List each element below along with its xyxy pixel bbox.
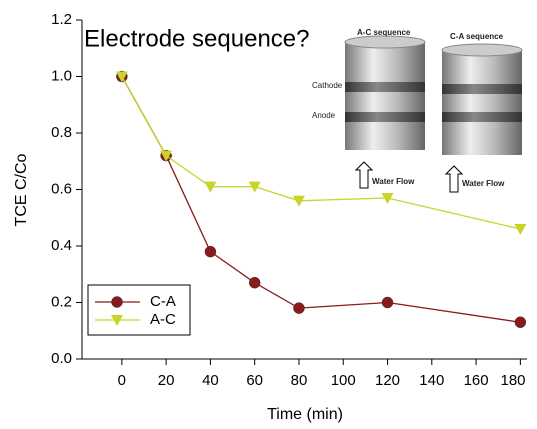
legend-marker: [111, 296, 123, 308]
marker: [115, 71, 128, 83]
x-tick-label: 120: [375, 372, 400, 389]
inset-label: Anode: [312, 111, 336, 120]
cylinder: [441, 43, 523, 193]
x-tick-label: 0: [118, 372, 126, 389]
y-axis-label: TCE C/Co: [13, 153, 30, 226]
x-tick-label: 60: [246, 372, 263, 389]
marker: [381, 192, 394, 204]
marker: [381, 296, 394, 309]
inset-label: C-A sequence: [450, 32, 504, 41]
x-axis-label: Time (min): [267, 406, 343, 423]
y-tick-label: 0.4: [51, 237, 72, 254]
inset-label: Water Flow: [372, 177, 415, 186]
marker: [514, 316, 527, 329]
x-tick-label: 20: [158, 372, 175, 389]
x-tick-label: 80: [291, 372, 308, 389]
marker: [204, 181, 217, 193]
marker: [514, 224, 527, 236]
x-tick-label: 160: [464, 372, 489, 389]
inset-label: Cathode: [312, 81, 343, 90]
legend-label: C-A: [150, 293, 176, 310]
inset-diagram: A-C sequence C-A sequence Cathode Anode …: [312, 28, 523, 193]
y-tick-label: 0.0: [51, 350, 72, 367]
marker: [293, 302, 305, 314]
x-tick-label: 40: [202, 372, 219, 389]
chart-title: Electrode sequence?: [84, 25, 310, 52]
y-tick-label: 1.2: [51, 11, 72, 28]
marker: [248, 181, 261, 193]
inset-label: Water Flow: [462, 179, 505, 188]
x-tick-label: 140: [419, 372, 444, 389]
marker: [204, 245, 217, 258]
legend-label: A-C: [150, 311, 176, 328]
inset-label: A-C sequence: [357, 28, 411, 37]
x-tick-label: 180: [500, 372, 525, 389]
x-tick-label: 100: [331, 372, 356, 389]
legend-marker: [111, 315, 123, 326]
marker: [248, 276, 261, 289]
y-tick-label: 0.8: [51, 124, 72, 141]
legend-box: [87, 284, 191, 336]
cylinder: [344, 35, 426, 189]
y-tick-label: 0.2: [51, 293, 72, 310]
y-tick-label: 1.0: [51, 67, 72, 84]
marker: [292, 195, 305, 207]
marker: [160, 150, 173, 162]
y-tick-label: 0.6: [51, 180, 72, 197]
